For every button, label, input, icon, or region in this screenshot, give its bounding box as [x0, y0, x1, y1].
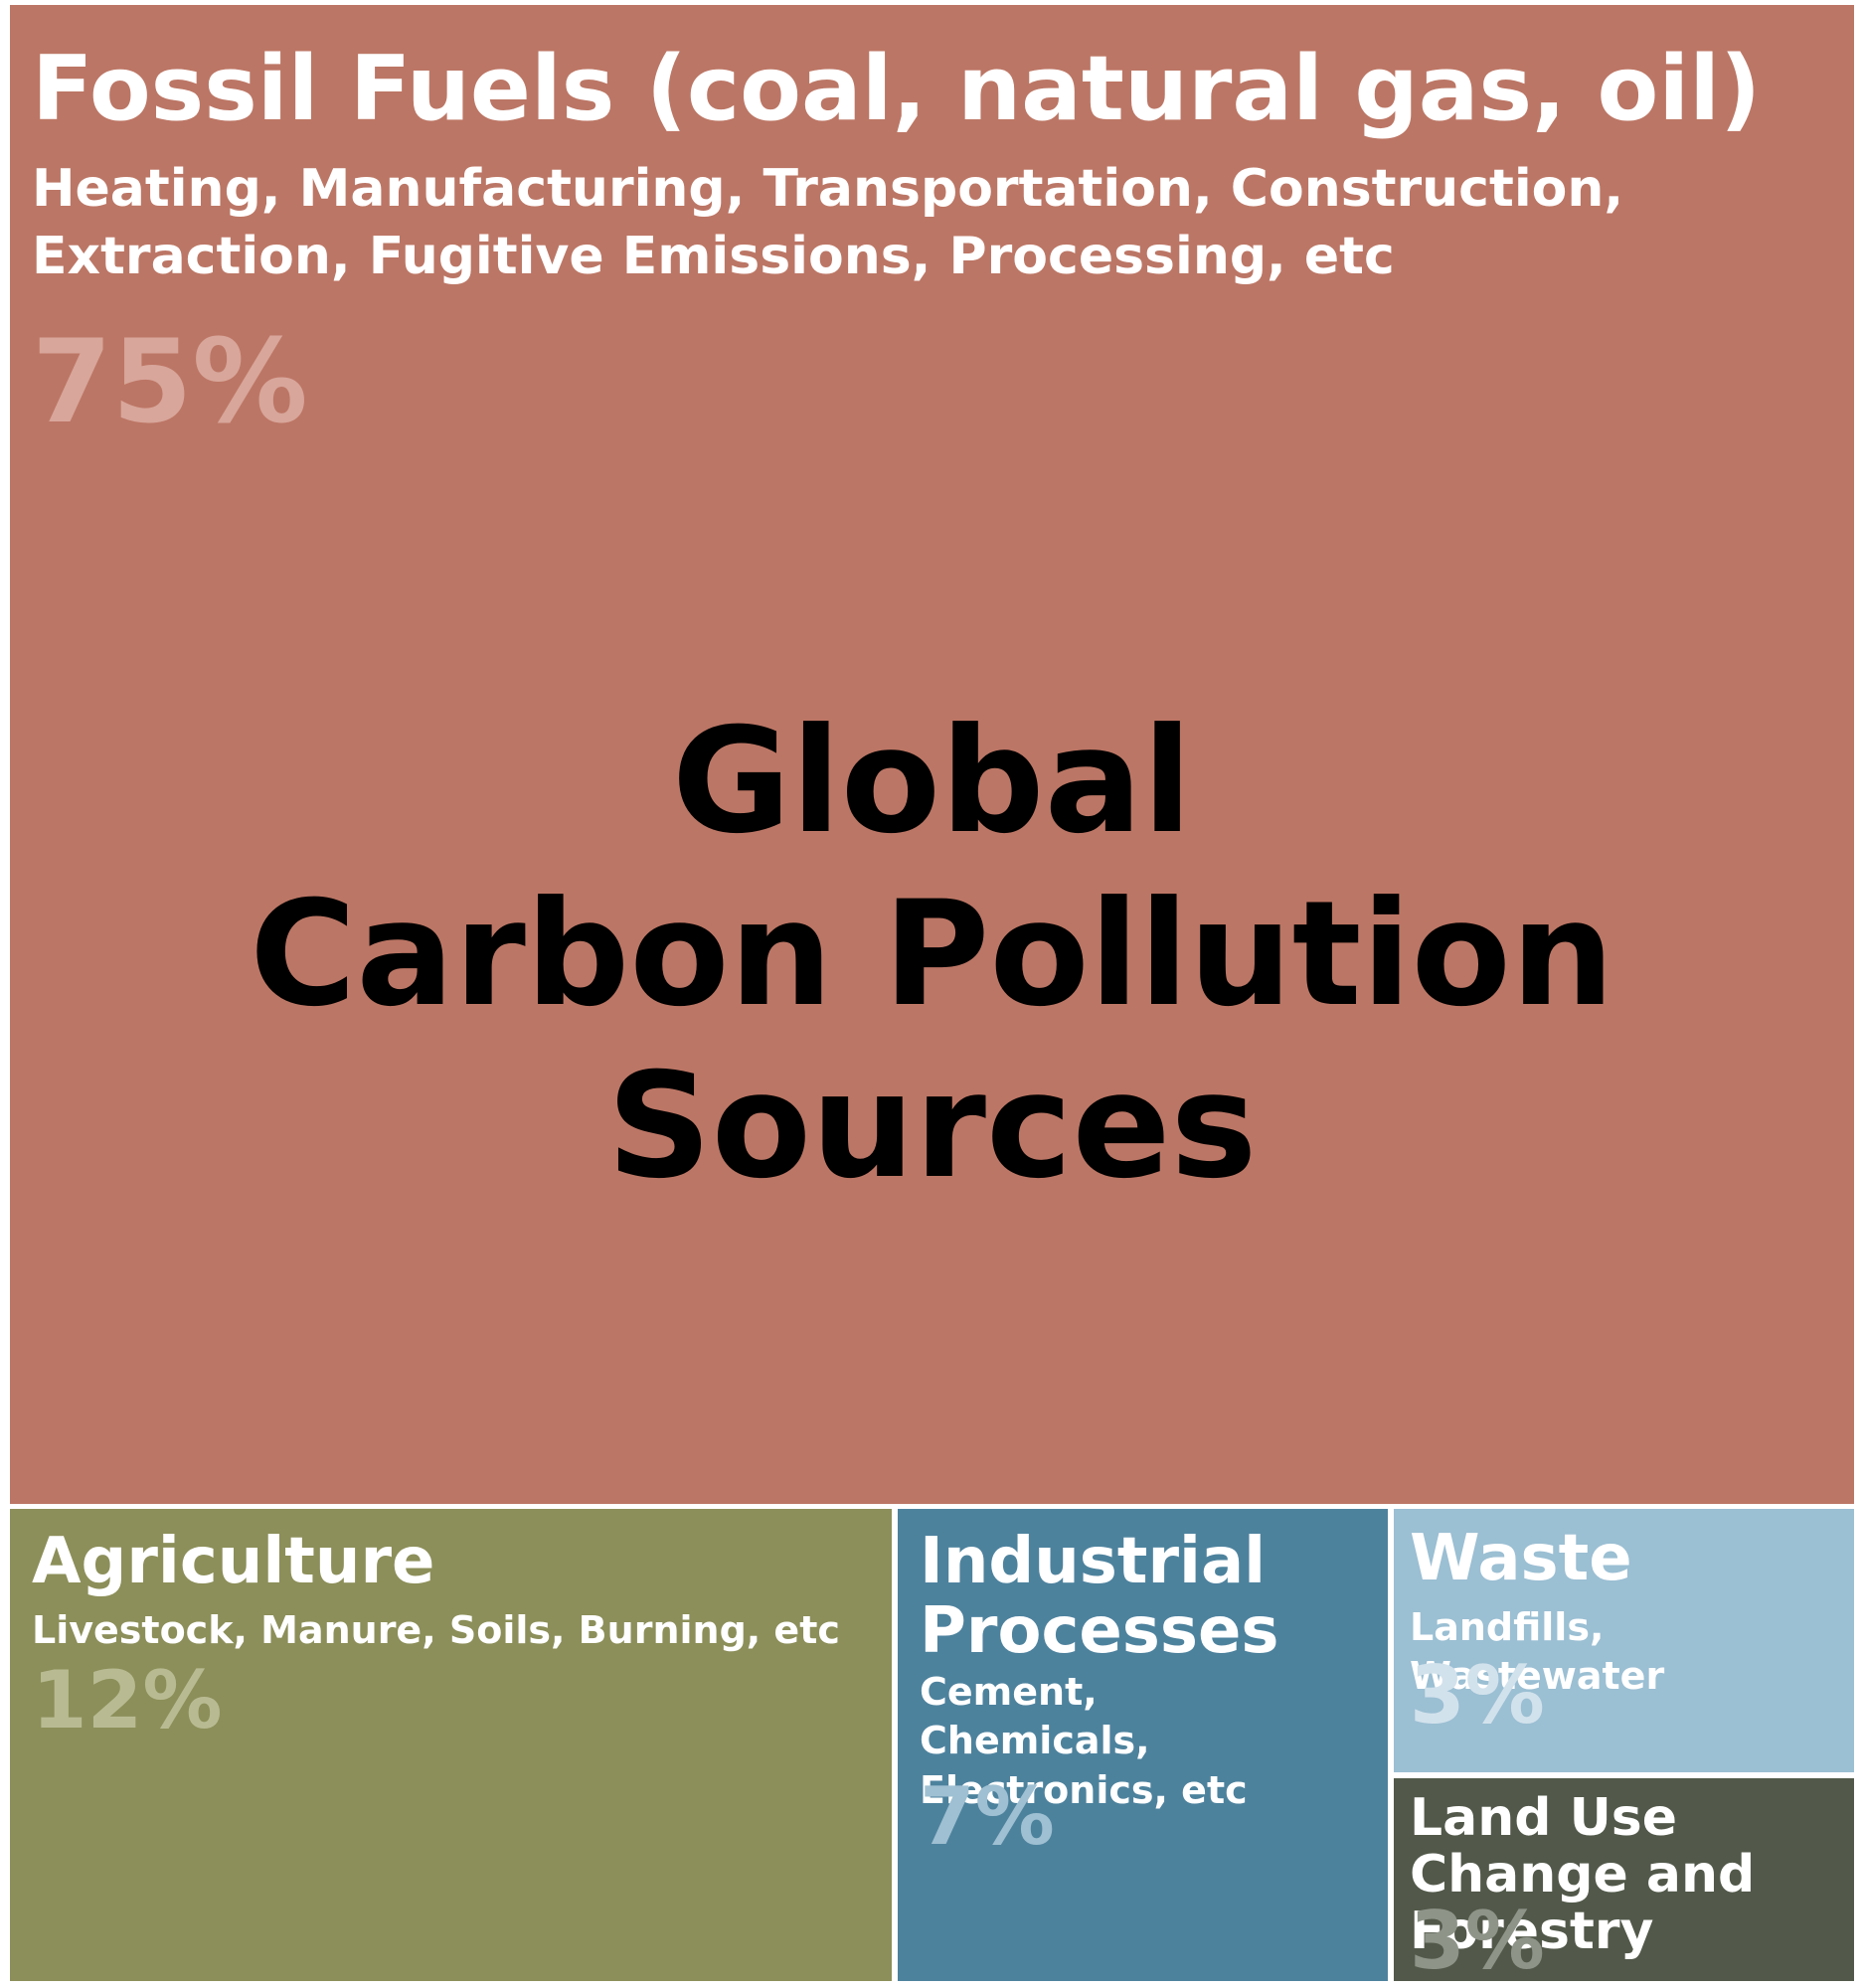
tile-title: Waste: [1410, 1522, 1632, 1595]
tile-description: Livestock, Manure, Soils, Burning, etc: [32, 1608, 840, 1652]
tile-description: Heating, Manufacturing, Transportation, …: [32, 159, 1624, 286]
tile-percent-label: 12%: [32, 1654, 223, 1746]
tile-description: Landfills, Wastewater: [1410, 1605, 1665, 1699]
tile-description: Cement, Chemicals, Electronics, etc: [920, 1670, 1248, 1812]
treemap-tile-agriculture: Agriculture Livestock, Manure, Soils, Bur…: [10, 1509, 892, 1981]
treemap-tile-industrial-processes: Industrial Processes Cement, Chemicals, E…: [898, 1509, 1388, 1981]
tile-title: Land Use Change and Forestry: [1410, 1788, 1756, 1962]
treemap-tile-land-use-change: Land Use Change and Forestry 3%: [1394, 1778, 1854, 1981]
tile-percent-label: 7%: [920, 1770, 1055, 1863]
tile-title: Fossil Fuels (coal, natural gas, oil): [32, 37, 1762, 141]
tile-title: Agriculture: [32, 1525, 435, 1598]
tile-percent-label: 75%: [32, 315, 308, 449]
tile-title: Industrial Processes: [920, 1525, 1279, 1669]
treemap-tile-fossil-fuels: Fossil Fuels (coal, natural gas, oil) Hea…: [10, 5, 1854, 1504]
tile-percent-label: 3%: [1410, 1649, 1545, 1741]
tile-percent-label: 3%: [1410, 1895, 1545, 1981]
treemap-tile-waste: Waste Landfills, Wastewater 3%: [1394, 1509, 1854, 1772]
